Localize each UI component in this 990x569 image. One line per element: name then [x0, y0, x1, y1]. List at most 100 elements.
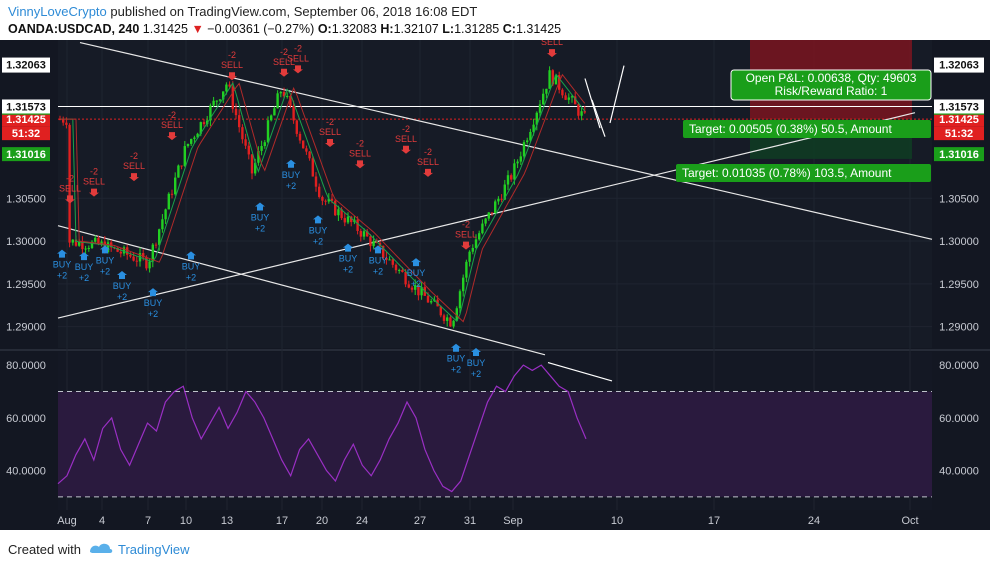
tradingview-link[interactable]: TradingView: [118, 542, 190, 557]
candle-body: [202, 122, 206, 125]
candle-body: [494, 201, 497, 214]
sell-arrow-icon: [65, 195, 75, 204]
candle-body: [116, 247, 119, 252]
y-tick-label: 1.29500: [939, 279, 979, 291]
candle-body: [426, 295, 430, 303]
buy-label: BUY: [113, 281, 132, 291]
x-tick-label: 24: [356, 515, 368, 527]
rsi-tick-label: 40.0000: [6, 466, 46, 478]
candle-body: [273, 108, 276, 116]
candle-body: [244, 139, 247, 146]
candle-body: [279, 91, 282, 94]
buy-count: +2: [117, 292, 127, 302]
candle-body: [388, 259, 391, 261]
sell-count: -2: [130, 151, 138, 161]
price-badge-label: 1.31573: [6, 101, 46, 113]
candle-body: [135, 260, 138, 262]
candle-body: [407, 284, 410, 288]
sell-arrow-icon: [89, 188, 99, 197]
candle-body: [548, 70, 551, 89]
candle-body: [478, 233, 481, 240]
candle-body: [170, 193, 174, 195]
price-badge: [934, 99, 984, 114]
x-tick-label: 7: [145, 515, 151, 527]
last-price: 1.31425: [142, 22, 188, 36]
candle-body: [513, 163, 516, 180]
y-tick-label: 1.30500: [939, 193, 979, 205]
candle-body: [343, 218, 346, 223]
rsi-tick-label: 80.0000: [6, 360, 46, 372]
candle-body: [570, 96, 574, 98]
sell-arrow-icon: [227, 72, 237, 81]
candle-body: [394, 264, 398, 271]
candle-body: [308, 151, 311, 159]
moving-average-fast: [60, 73, 586, 323]
candle-body: [535, 112, 538, 125]
sell-arrow-icon: [293, 65, 303, 74]
candle-body: [452, 320, 455, 327]
sell-count: -2: [90, 167, 98, 177]
candle-body: [449, 317, 452, 327]
candle-body: [234, 108, 238, 116]
candle-body: [340, 209, 343, 219]
candle-body: [330, 198, 334, 201]
sell-count: -2: [280, 47, 288, 57]
candle-body: [574, 96, 577, 105]
rsi-tick-label: 60.0000: [6, 413, 46, 425]
down-arrow-icon: ▼: [191, 22, 204, 36]
candle-body: [100, 241, 103, 245]
sell-count: -2: [168, 110, 176, 120]
candle-body: [580, 111, 583, 116]
close-value: 1.31425: [515, 22, 562, 36]
candle-body: [529, 131, 532, 141]
candle-body: [446, 317, 449, 321]
candle-body: [567, 97, 570, 100]
candle-body: [302, 140, 305, 149]
sell-arrow-icon: [167, 132, 177, 141]
rsi-band: [58, 391, 932, 497]
sell-label: SELL: [541, 40, 563, 47]
target2-box[interactable]: Target: 0.01035 (0.78%) 103.5, Amount: [676, 164, 931, 182]
buy-arrow-icon: [471, 348, 481, 356]
countdown-label: 51:32: [945, 128, 973, 140]
candle-body: [510, 175, 513, 180]
candle-body: [410, 287, 414, 290]
target1-box[interactable]: Target: 0.00505 (0.38%) 50.5, Amount: [683, 120, 931, 138]
buy-label: BUY: [282, 170, 301, 180]
candle-body: [577, 104, 580, 116]
candle-body: [151, 244, 154, 262]
sell-label: SELL: [349, 148, 371, 158]
candle-body: [506, 175, 510, 185]
candle-body: [196, 133, 199, 138]
position-pnl-box[interactable]: Open P&L: 0.00638, Qty: 49603 Risk/Rewar…: [730, 69, 932, 101]
price-badge-label: 1.32063: [6, 60, 46, 72]
buy-label: BUY: [407, 268, 426, 278]
candle-body: [324, 200, 327, 202]
candle-body: [474, 239, 478, 248]
candle-body: [62, 119, 65, 123]
candle-body: [289, 95, 292, 106]
candle-body: [414, 285, 417, 290]
candle-body: [500, 198, 503, 200]
buy-count: +2: [148, 309, 158, 319]
chart-svg[interactable]: -2SELL-2SELL-2SELL-2SELL-2SELL-2SELL-2SE…: [0, 27, 990, 530]
candle-body: [286, 95, 289, 97]
close-label: C:: [502, 22, 516, 36]
candle-body: [183, 146, 186, 167]
candle-body: [314, 176, 318, 187]
candle-body: [250, 154, 254, 174]
published-line: VinnyLoveCrypto published on TradingView…: [8, 4, 477, 19]
chart-area[interactable]: -2 SELL -2 SELL -2 SELL -2 SELL -2 SELL -2 SELL -2 SE…: [0, 27, 990, 530]
sell-label: SELL: [417, 157, 439, 167]
author-link[interactable]: VinnyLoveCrypto: [8, 4, 107, 19]
candle-body: [74, 239, 78, 246]
candle-body: [385, 257, 388, 260]
risk-reward-text: Risk/Reward Ratio: 1: [775, 84, 888, 98]
candle-body: [295, 120, 298, 134]
sell-arrow-icon: [325, 138, 335, 147]
candle-body: [366, 231, 369, 237]
buy-arrow-icon: [100, 245, 110, 254]
symbol-name[interactable]: OANDA:USDCAD, 240: [8, 22, 140, 36]
sell-count: -2: [294, 43, 302, 53]
buy-count: +2: [373, 266, 383, 276]
